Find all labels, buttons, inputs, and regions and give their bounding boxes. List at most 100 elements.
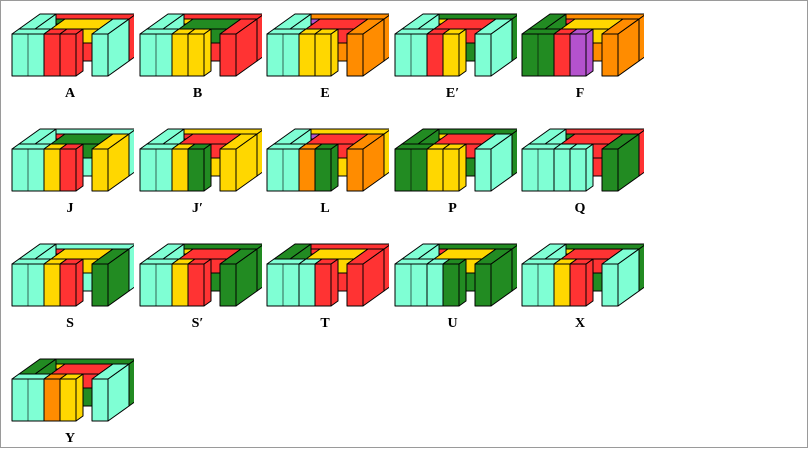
puzzle-label: U: [447, 316, 458, 331]
puzzle-blocks: [139, 128, 262, 192]
puzzle-16: Y: [6, 349, 134, 459]
block-top: [431, 243, 517, 250]
block-top: [303, 128, 389, 135]
block-front: [601, 33, 619, 77]
block-side: [585, 28, 594, 77]
puzzle-9: P: [389, 119, 517, 229]
block-front: [346, 148, 364, 192]
block-front: [569, 263, 587, 307]
block-front: [219, 33, 236, 77]
puzzle-label: E′: [445, 86, 460, 101]
puzzle-14: U: [389, 234, 517, 344]
block-side: [638, 244, 644, 292]
block-front: [314, 33, 332, 77]
block-front: [601, 263, 619, 307]
block-side: [203, 28, 211, 77]
puzzle-13: T: [261, 234, 389, 344]
block-top: [558, 243, 644, 250]
block-side: [458, 28, 466, 77]
block-top: [303, 243, 389, 250]
block-front: [59, 378, 77, 422]
block-front: [474, 148, 491, 192]
puzzle-label: A: [64, 86, 76, 101]
puzzle-label: S: [66, 316, 74, 331]
block-side: [638, 129, 644, 177]
block-side: [128, 359, 134, 407]
puzzle-label: E: [320, 86, 330, 101]
block-front: [43, 33, 61, 77]
block-top: [48, 243, 134, 250]
puzzle-10: Q: [516, 119, 644, 229]
block-front: [346, 33, 364, 77]
puzzle-blocks: [11, 13, 134, 77]
block-side: [458, 143, 466, 192]
puzzle-12: S′: [134, 234, 262, 344]
block-top: [558, 13, 644, 20]
block-top: [176, 128, 262, 135]
block-front: [426, 148, 443, 192]
puzzle-label: T: [320, 316, 330, 331]
puzzle-3: E: [261, 4, 389, 114]
block-front: [474, 263, 491, 307]
puzzle-15: X: [516, 234, 644, 344]
block-front: [43, 148, 61, 192]
block-front: [91, 33, 109, 77]
puzzle-4: E′: [389, 4, 517, 114]
puzzle-blocks: [521, 13, 644, 77]
block-top: [176, 243, 262, 250]
puzzle-label: P: [448, 201, 457, 216]
puzzle-11: S: [6, 234, 134, 344]
block-side: [585, 258, 594, 307]
block-side: [330, 28, 339, 77]
puzzle-blocks: [266, 128, 389, 192]
block-top: [558, 128, 644, 135]
puzzle-label: B: [192, 86, 203, 101]
block-front: [219, 263, 236, 307]
block-front: [601, 148, 619, 192]
block-front: [43, 263, 61, 307]
puzzle-8: L: [261, 119, 389, 229]
block-side: [585, 143, 594, 192]
block-front: [187, 33, 204, 77]
puzzle-blocks: [521, 128, 644, 192]
block-front: [298, 33, 316, 77]
block-side: [330, 258, 339, 307]
block-top: [431, 13, 517, 20]
block-front: [187, 263, 204, 307]
block-front: [171, 263, 188, 307]
block-front: [314, 148, 332, 192]
block-top: [48, 13, 134, 20]
block-side: [75, 373, 84, 422]
puzzle-blocks: [139, 243, 262, 307]
block-front: [346, 263, 364, 307]
block-front: [314, 263, 332, 307]
block-front: [553, 263, 571, 307]
block-front: [91, 378, 109, 422]
block-front: [569, 148, 587, 192]
block-front: [474, 33, 491, 77]
puzzle-blocks: [266, 13, 389, 77]
puzzle-blocks: [394, 13, 517, 77]
block-side: [330, 143, 339, 192]
block-front: [91, 263, 109, 307]
block-top: [48, 128, 134, 135]
block-front: [298, 148, 316, 192]
puzzle-blocks: [394, 128, 517, 192]
puzzle-label: F: [575, 86, 585, 101]
puzzle-7: J′: [134, 119, 262, 229]
puzzle-label: S′: [191, 316, 204, 331]
block-front: [59, 33, 77, 77]
block-side: [75, 143, 84, 192]
block-front: [442, 148, 459, 192]
block-front: [219, 148, 236, 192]
puzzle-5: F: [516, 4, 644, 114]
block-top: [431, 128, 517, 135]
block-side: [75, 28, 84, 77]
block-front: [553, 148, 571, 192]
block-side: [203, 143, 211, 192]
puzzle-blocks: [11, 128, 134, 192]
block-front: [187, 148, 204, 192]
puzzle-label: Q: [574, 201, 586, 216]
block-front: [442, 263, 459, 307]
puzzle-label: X: [574, 316, 586, 331]
